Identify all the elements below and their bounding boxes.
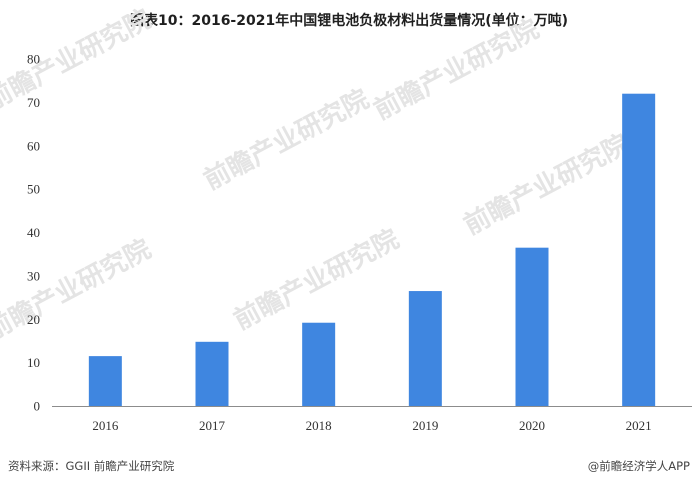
y-tick-label: 40 [27,225,40,240]
chart-title: 图表10：2016-2021年中国锂电池负极材料出货量情况(单位：万吨) [129,13,569,29]
watermark-text: 前瞻产业研究院 [199,83,374,196]
x-tick-label: 2016 [92,418,119,433]
x-axis: 2016 2017 2018 2019 2020 2021 [92,418,651,433]
bar-2017 [195,341,229,406]
source-note: 资料来源：GGII 前瞻产业研究院 [8,459,175,473]
x-tick-label: 2019 [412,418,438,433]
bar-2019 [408,291,442,406]
bars [88,93,656,406]
y-tick-label: 0 [34,399,41,414]
y-tick-label: 50 [27,182,40,197]
y-tick-label: 30 [27,268,40,283]
x-tick-label: 2018 [306,418,332,433]
watermark-text: 前瞻产业研究院 [0,233,156,346]
x-tick-label: 2021 [626,418,652,433]
brand-note: @前瞻经济学人APP [587,459,690,473]
watermark-text: 前瞻产业研究院 [459,128,634,241]
y-tick-label: 70 [27,95,40,110]
y-tick-label: 20 [27,312,40,327]
y-tick-label: 80 [27,52,40,67]
bar-2020 [515,247,549,406]
x-tick-label: 2020 [519,418,545,433]
footer: 资料来源：GGII 前瞻产业研究院 @前瞻经济学人APP [8,458,690,480]
watermark-text: 前瞻产业研究院 [369,13,544,126]
y-tick-label: 10 [27,355,40,370]
y-axis: 0 10 20 30 40 50 60 70 80 [27,52,40,414]
watermark-text: 前瞻产业研究院 [229,223,404,336]
bar-2018 [302,322,336,406]
x-tick-label: 2017 [199,418,226,433]
y-tick-label: 60 [27,138,40,153]
bar-2016 [88,356,122,406]
bar-2021 [622,93,656,406]
watermark-text: 前瞻产业研究院 [0,3,156,116]
